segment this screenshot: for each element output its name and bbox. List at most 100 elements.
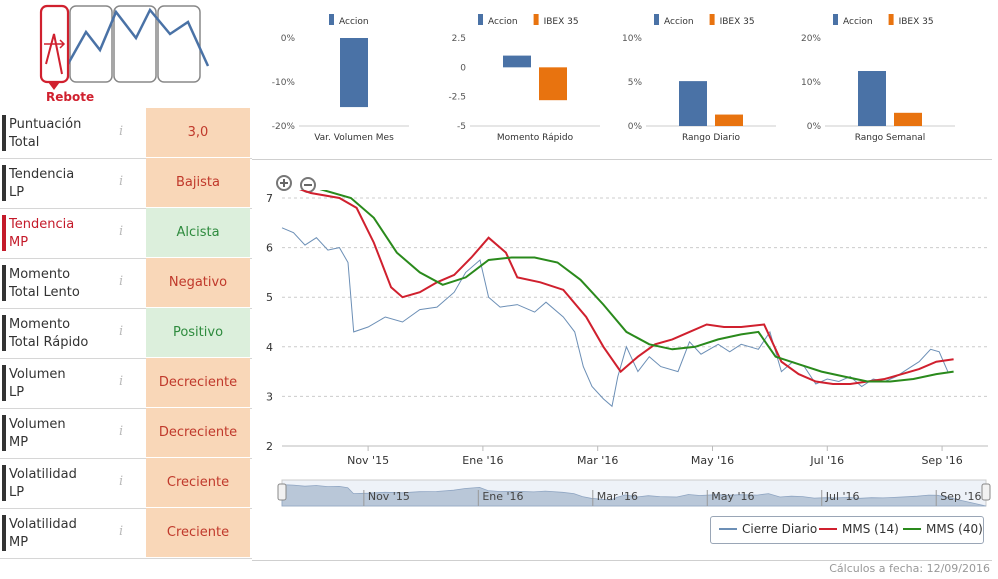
y-tick-label: -10% [272, 78, 296, 88]
indicator-marker [2, 465, 6, 501]
indicator-value: Decreciente [146, 408, 250, 457]
indicator-marker [2, 315, 6, 351]
indicator-marker [2, 415, 6, 451]
indicator-row[interactable]: Tendencia MP i Alcista [0, 208, 252, 259]
legend-label: Accion [843, 17, 873, 27]
legend-swatch [533, 14, 539, 25]
x-tick-label: Ene '16 [462, 454, 503, 467]
indicator-marker [2, 165, 6, 201]
legend-swatch [478, 14, 483, 25]
y-tick-label: 3 [266, 390, 273, 403]
info-icon[interactable]: i [119, 474, 124, 489]
navigator-label: Ene '16 [482, 490, 523, 503]
legend-item-cierre[interactable]: Cierre Diario [719, 522, 817, 536]
x-tick-label: May '16 [691, 454, 734, 467]
y-tick-label: 0 [460, 63, 466, 73]
y-tick-label: 0% [628, 122, 643, 132]
logo-label: Rebote [46, 90, 95, 104]
legend-swatch [833, 14, 838, 25]
legend-line [719, 528, 737, 530]
y-tick-label: 6 [266, 242, 273, 255]
navigator-label: Jul '16 [825, 490, 860, 503]
indicator-row[interactable]: Momento Total Rápido i Positivo [0, 308, 252, 359]
y-tick-label: 2 [266, 440, 273, 453]
chart-title: Rango Semanal [855, 133, 926, 143]
bar [715, 114, 743, 126]
indicator-row[interactable]: Puntuación Total i 3,0 [0, 108, 252, 159]
indicator-value: Creciente [146, 508, 250, 557]
calculation-date: Cálculos a fecha: 12/09/2016 [829, 562, 990, 575]
indicator-value: Positivo [146, 308, 250, 357]
range-navigator[interactable]: Nov '15 Ene '16 Mar '16 May '16 Jul '16 Sep '… [252, 472, 998, 512]
y-tick-label: 4 [266, 341, 273, 354]
info-icon[interactable]: i [119, 324, 124, 339]
rango-diario-chart: Accion IBEX 35 10% 5% 0% Rango Diario [622, 14, 776, 143]
bar [858, 71, 886, 126]
indicator-row[interactable]: Volatilidad MP i Creciente [0, 508, 252, 559]
indicator-label: Momento Total Rápido [9, 317, 89, 350]
y-tick-label: 20% [801, 34, 821, 44]
legend-item-mms40[interactable]: MMS (40) [903, 522, 983, 536]
indicator-row[interactable]: Tendencia LP i Bajista [0, 158, 252, 209]
navigator-handle-right [981, 483, 991, 501]
bar [503, 55, 531, 68]
info-icon[interactable]: i [119, 374, 124, 389]
x-tick-label: Mar '16 [577, 454, 618, 467]
price-chart[interactable]: 7 6 5 4 3 2 Nov '15 Ene '16 Mar '16 May '16 Jul '1… [252, 190, 992, 470]
legend-label: Accion [339, 17, 369, 27]
y-tick-label: -2.5 [448, 93, 466, 103]
info-icon[interactable]: i [119, 224, 124, 239]
info-icon[interactable]: i [119, 124, 124, 139]
legend-line [819, 528, 837, 530]
mms40-line [319, 190, 954, 383]
y-tick-label: 5% [628, 78, 643, 88]
legend-swatch [888, 14, 894, 25]
navigator-handle-left [277, 483, 287, 501]
indicator-row[interactable]: Volumen LP i Decreciente [0, 358, 252, 409]
zoom-in-icon[interactable] [276, 175, 292, 191]
chart-title: Var. Volumen Mes [314, 133, 394, 143]
legend-swatch [329, 14, 334, 25]
info-icon[interactable]: i [119, 424, 124, 439]
legend-swatch [709, 14, 715, 25]
indicator-row[interactable]: Momento Total Lento i Negativo [0, 258, 252, 309]
indicator-label: Momento Total Lento [9, 267, 80, 300]
x-tick-label: Jul '16 [809, 454, 844, 467]
indicator-label: Puntuación Total [9, 117, 82, 150]
navigator-label: Mar '16 [597, 490, 638, 503]
info-icon[interactable]: i [119, 524, 124, 539]
indicator-value: Bajista [146, 158, 250, 207]
rango-semanal-chart: Accion IBEX 35 20% 10% 0% Rango Semanal [801, 14, 955, 143]
navigator-label: May '16 [711, 490, 754, 503]
y-tick-label: -5 [457, 122, 466, 132]
y-tick-label: 5 [266, 291, 273, 304]
indicator-marker [2, 365, 6, 401]
chart-title: Momento Rápido [497, 133, 574, 143]
chart-title: Rango Diario [682, 133, 741, 143]
info-icon[interactable]: i [119, 174, 124, 189]
navigator-label: Nov '15 [368, 490, 410, 503]
x-tick-label: Nov '15 [347, 454, 389, 467]
legend-label: Accion [488, 17, 518, 27]
legend-item-mms14[interactable]: MMS (14) [819, 522, 899, 536]
indicator-label: Volatilidad LP [9, 467, 77, 500]
indicator-label: Tendencia MP [9, 217, 75, 250]
legend-label: MMS (14) [842, 522, 899, 536]
divider [252, 560, 992, 561]
legend-label: IBEX 35 [720, 17, 755, 27]
y-tick-label: 2.5 [452, 34, 466, 44]
legend-label: IBEX 35 [899, 17, 934, 27]
navigator-series [281, 484, 987, 507]
legend-label: IBEX 35 [544, 17, 579, 27]
y-tick-label: 7 [266, 192, 273, 205]
indicator-marker [2, 265, 6, 301]
indicator-row[interactable]: Volumen MP i Decreciente [0, 408, 252, 459]
rebote-logo [39, 4, 210, 90]
indicator-marker [2, 215, 6, 251]
chart-legend: Cierre Diario MMS (14) MMS (40) [710, 516, 984, 544]
bar [340, 38, 368, 108]
indicator-row[interactable]: Volatilidad LP i Creciente [0, 458, 252, 509]
var-volumen-mes-chart: Accion 0% -10% -20% Var. Volumen Mes [272, 14, 409, 143]
indicator-marker [2, 115, 6, 151]
info-icon[interactable]: i [119, 274, 124, 289]
